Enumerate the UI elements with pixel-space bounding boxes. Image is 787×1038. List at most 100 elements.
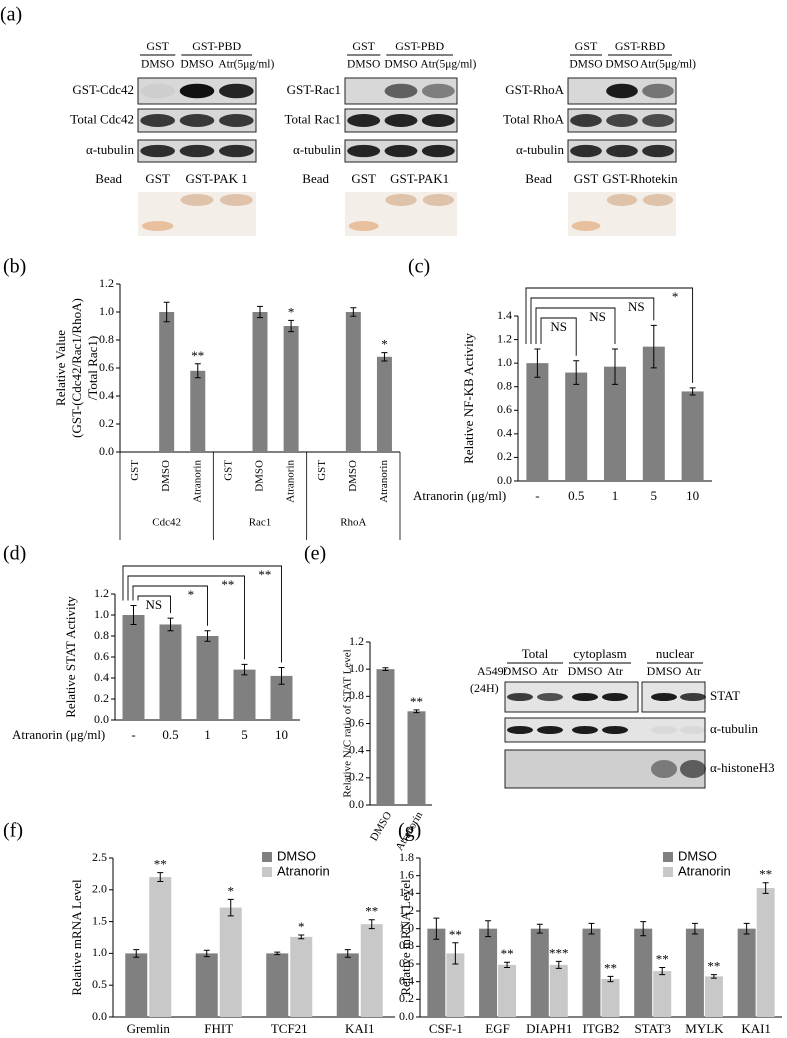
x-tick-label: 1 <box>204 727 211 742</box>
significance-label: ** <box>154 857 167 872</box>
x-tick-label: DMSO <box>368 810 394 844</box>
bead-name: GST <box>145 171 170 186</box>
lane-label: Atr(5μg/ml) <box>420 59 476 71</box>
y-tick-label: 0.8 <box>497 378 512 392</box>
lane-label: Atr <box>607 664 623 678</box>
x-tick-label: DMSO <box>160 460 172 492</box>
blot-band <box>680 726 706 734</box>
y-tick-label: 0.0 <box>399 1009 414 1023</box>
bead-name: GST-Rhotekin <box>602 171 678 186</box>
blot-band <box>219 83 254 99</box>
significance-label: NS <box>146 597 163 612</box>
legend-swatch <box>262 852 272 862</box>
blot-band <box>602 693 628 701</box>
error-bar <box>274 951 281 956</box>
lane-label: DMSO <box>503 664 538 678</box>
lane-label: Atr <box>685 664 701 678</box>
blot-band <box>347 144 381 158</box>
bait-label: GST <box>352 39 375 53</box>
bar <box>122 615 145 720</box>
x-tick-label: 5 <box>241 727 248 742</box>
y-tick-label: 0.0 <box>497 473 512 487</box>
significance-label: ** <box>221 577 234 592</box>
error-bar <box>368 919 375 930</box>
bar <box>159 312 175 452</box>
blot-band <box>680 760 706 778</box>
error-bar <box>534 348 541 378</box>
bar <box>604 366 626 481</box>
y-tick-label: 0.0 <box>94 712 109 726</box>
x-tick-label: - <box>131 727 135 742</box>
y-tick-label: 0.2 <box>94 691 109 705</box>
bead-spot <box>348 221 379 231</box>
blot-band <box>179 114 215 127</box>
significance-label: * <box>672 289 679 304</box>
bar <box>498 964 517 1017</box>
error-bar <box>588 922 595 935</box>
x-tick-label: DMSO <box>254 460 266 492</box>
bar <box>219 907 242 1017</box>
bar <box>270 675 293 720</box>
y-tick-label: 1.0 <box>349 661 364 675</box>
error-bar <box>133 949 140 958</box>
y-axis-label: Relative mRNA Level <box>398 879 413 996</box>
bar <box>376 669 395 805</box>
blot-band <box>537 726 563 734</box>
blot-band <box>606 83 638 99</box>
y-tick-label: 0.8 <box>99 332 114 346</box>
error-bar <box>194 363 201 379</box>
blot-band <box>572 693 598 701</box>
x-tick-label: 5 <box>651 488 658 503</box>
significance-bracket <box>535 307 616 344</box>
lane-label: DMSO <box>568 664 603 678</box>
y-tick-label: 0.0 <box>92 1009 107 1023</box>
significance-bracket <box>132 585 208 626</box>
y-tick-label: 0.4 <box>94 670 109 684</box>
y-tick-label: 0.0 <box>99 444 114 458</box>
lane-label: DMSO <box>605 59 638 71</box>
error-bar <box>536 923 543 934</box>
error-bar <box>227 898 234 917</box>
error-bar <box>433 917 440 940</box>
y-tick-label: 1.2 <box>94 586 109 600</box>
bead-spot <box>219 194 253 206</box>
blot-band <box>606 144 638 158</box>
blot-band <box>219 114 254 127</box>
bar <box>530 928 549 1017</box>
bait-label: GST <box>575 39 598 53</box>
lane-label: DMSO <box>569 59 602 71</box>
y-tick-label: 1.2 <box>497 331 512 345</box>
y-tick-label: 0.8 <box>399 938 414 952</box>
x-tick-label: KAI1 <box>741 1021 771 1036</box>
error-bar <box>607 975 614 983</box>
bar <box>685 928 704 1017</box>
error-bar <box>288 319 295 333</box>
error-bar <box>504 961 511 969</box>
significance-label: *** <box>549 945 569 960</box>
blot-band <box>140 144 175 158</box>
lane-label: DMSO <box>647 664 682 678</box>
legend-label: DMSO <box>678 848 717 863</box>
group-label: RhoA <box>340 517 366 529</box>
significance-label: NS <box>589 309 606 324</box>
y-tick-label: 0.5 <box>92 977 107 991</box>
bar <box>149 877 172 1017</box>
row-label: GST-Rac1 <box>287 82 341 97</box>
bar <box>290 936 313 1017</box>
y-tick-label: 1.0 <box>497 355 512 369</box>
lane-label: DMSO <box>384 59 417 71</box>
y-tick-label: 0.4 <box>399 973 414 987</box>
error-bar <box>413 709 420 714</box>
x-tick-label: EGF <box>485 1021 510 1036</box>
blot-band <box>384 114 418 127</box>
blot-band <box>602 726 628 734</box>
significance-label: ** <box>656 952 669 967</box>
blot-band <box>179 144 215 158</box>
y-axis-label: Relative N/C ratio of STAT Level <box>342 649 354 797</box>
bead-label: Bead <box>525 171 552 186</box>
blot-band <box>570 114 602 127</box>
bead-spot <box>141 221 174 231</box>
bar <box>756 888 775 1017</box>
y-axis-label: Relative NF-KB Activity <box>461 333 476 464</box>
error-bar <box>350 307 357 317</box>
